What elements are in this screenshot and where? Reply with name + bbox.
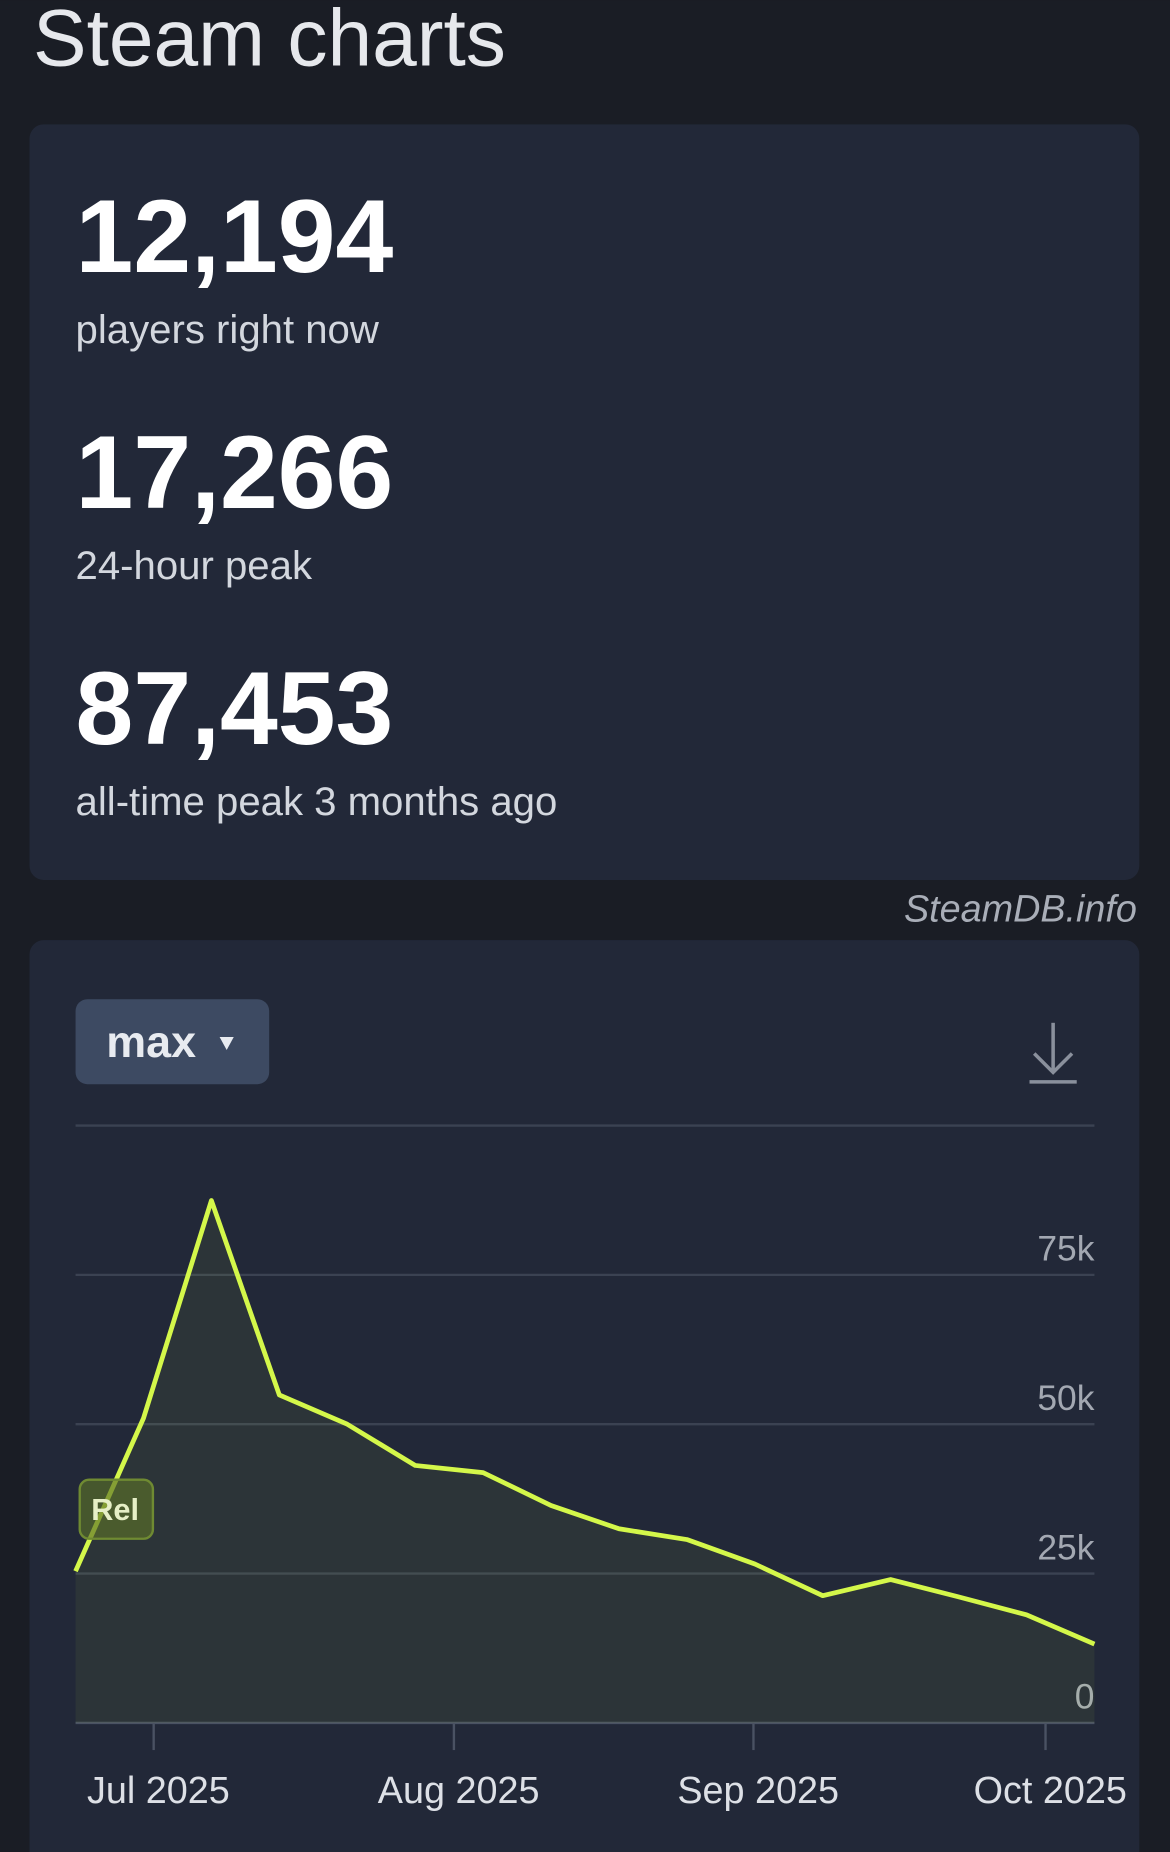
- download-icon[interactable]: [1032, 1052, 1074, 1075]
- download-button[interactable]: [1029, 1022, 1077, 1084]
- stat-label: all-time peak 3 months ago: [76, 779, 558, 824]
- watermark: SteamDB.info: [904, 888, 1137, 930]
- plot: 0 25k 50k 75k Jul 2025 Aug 2025 Sep 2025 Oct 20…: [73, 1198, 1127, 1812]
- x-tick-label: Aug 2025: [378, 1770, 540, 1812]
- stat-label: 24-hour peak: [76, 543, 313, 588]
- y-tick-label: 25k: [1037, 1527, 1094, 1567]
- y-tick-label: 50k: [1037, 1378, 1094, 1418]
- line: [73, 1198, 1096, 1647]
- stat-value: 17,266: [76, 415, 394, 531]
- stat-label: players right now: [76, 307, 380, 352]
- x-tick-label: Jul 2025: [87, 1770, 230, 1812]
- stat-value: 87,453: [76, 651, 394, 767]
- dropdown-arrow[interactable]: [219, 1036, 234, 1050]
- x-tick-label: Sep 2025: [677, 1770, 839, 1812]
- annotation-label: Rel: [91, 1492, 139, 1527]
- y-tick-label: 0: [1075, 1677, 1095, 1717]
- chart-card: [29, 940, 1140, 1852]
- x-tick-label: Oct 2025: [974, 1770, 1127, 1812]
- range-button-bg[interactable]: [75, 999, 270, 1085]
- range-button[interactable]: max: [75, 999, 270, 1085]
- y-tick-label: 75k: [1037, 1229, 1094, 1269]
- stats-card: [29, 124, 1140, 880]
- stat-value: 12,194: [76, 179, 394, 295]
- annotation-badge: [78, 1478, 155, 1540]
- range-label[interactable]: max: [106, 1016, 196, 1067]
- page-title: Steam charts: [33, 0, 506, 83]
